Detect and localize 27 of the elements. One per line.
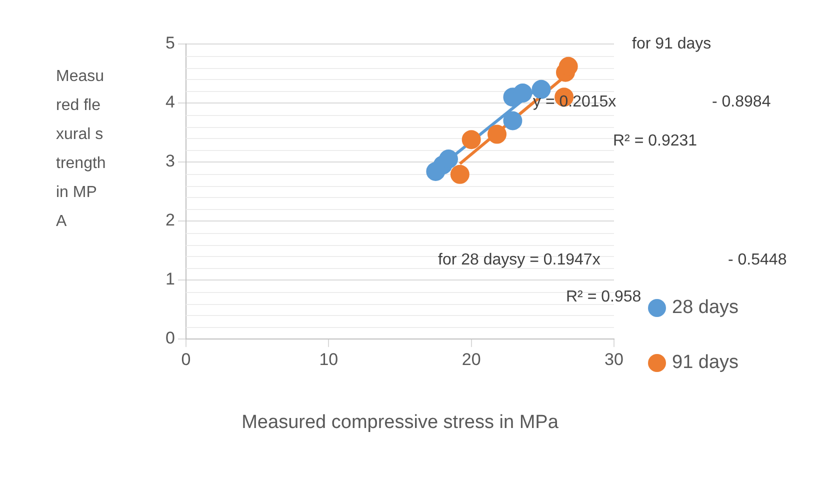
x-tick-label: 10	[319, 350, 338, 369]
annotation: for 28 daysy = 0.1947x	[438, 251, 600, 268]
y-tick-label: 5	[166, 34, 175, 53]
text: - 0.8984	[712, 93, 771, 110]
point	[532, 80, 551, 99]
x-tick-label: 0	[181, 350, 191, 369]
point	[439, 150, 458, 169]
y-tick-label: 1	[166, 270, 175, 289]
legend-label: 91 days	[672, 352, 739, 374]
text: for 91 days	[632, 35, 712, 52]
legend-label: 28 days	[672, 297, 739, 319]
y-tick-label: 3	[166, 152, 175, 171]
point	[450, 164, 470, 184]
y-tick-label: 0	[166, 328, 175, 348]
point	[462, 130, 481, 150]
x-tick-label: 30	[604, 350, 624, 369]
point	[503, 111, 522, 130]
y-axis-title: Measured flexural strength in MPA	[56, 67, 106, 232]
text: - 0.5448	[728, 251, 787, 268]
y-tick-label: 4	[166, 92, 175, 112]
annotation: R² = 0.9231	[613, 132, 698, 150]
annotation: R² = 0.958	[566, 288, 642, 306]
y-tick-label: 2	[166, 210, 175, 230]
x-axis-title: Measured compressive stress in MPa	[240, 412, 560, 434]
point	[488, 124, 507, 144]
point	[513, 83, 532, 102]
x-tick-label: 20	[462, 350, 481, 369]
